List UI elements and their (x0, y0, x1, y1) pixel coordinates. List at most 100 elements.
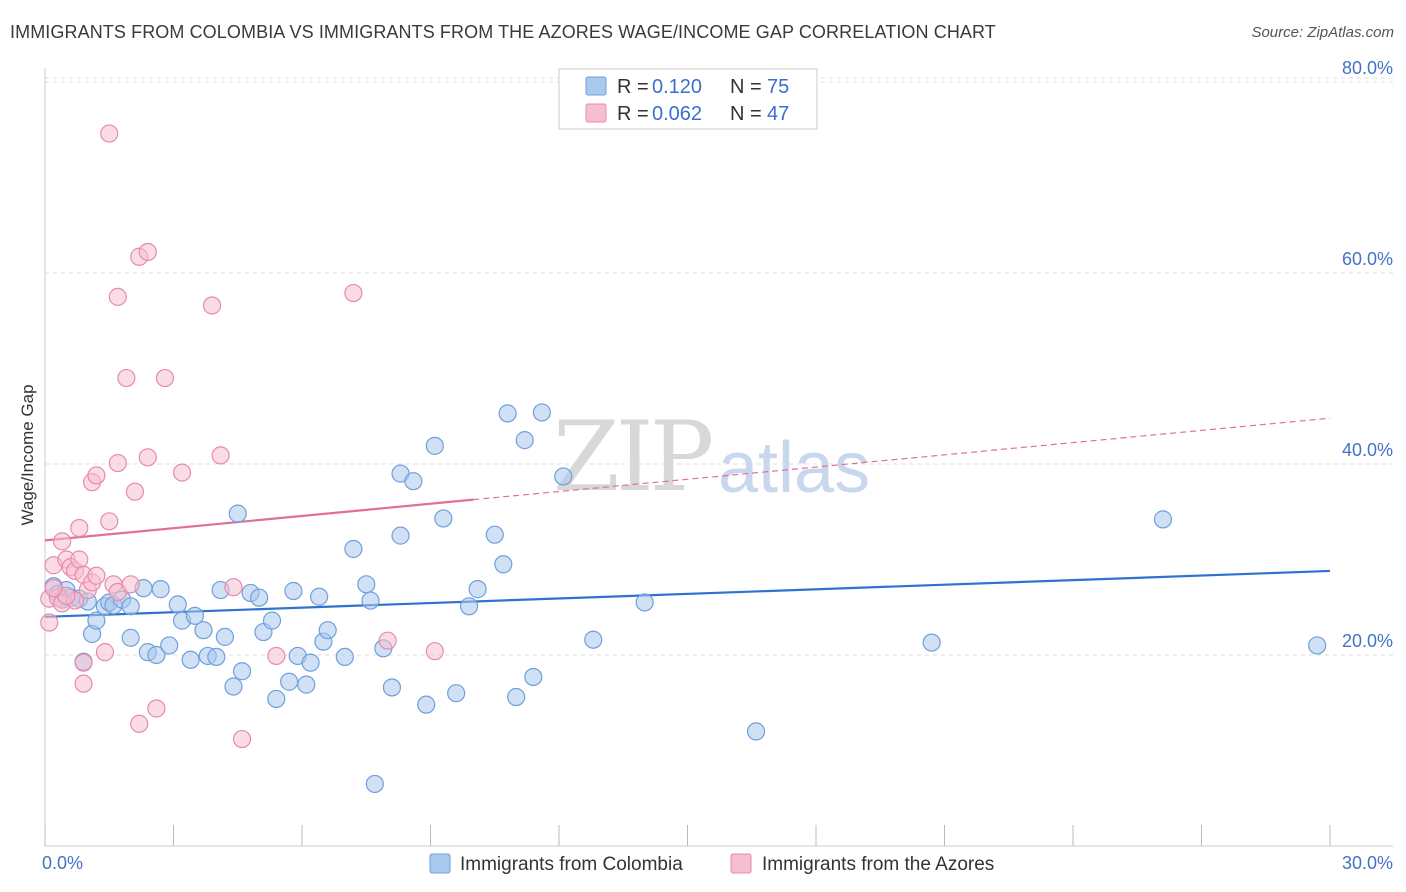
point-blue-46 (335, 647, 354, 667)
point-blue-54 (404, 472, 423, 491)
point-pink-20 (95, 643, 115, 662)
point-pink-11 (70, 518, 89, 538)
point-blue-51 (382, 678, 402, 697)
bottom-legend-label-azores: Immigrants from the Azores (762, 854, 994, 875)
point-pink-43 (378, 631, 397, 650)
legend-n-value-1: 75 (767, 76, 789, 98)
point-blue-42 (301, 653, 320, 672)
point-pink-29 (125, 482, 145, 501)
point-blue-9 (87, 611, 106, 630)
point-pink-40 (232, 729, 252, 749)
y-tick-label-80: 80.0% (1342, 58, 1393, 78)
point-pink-36 (172, 463, 192, 482)
point-blue-49 (361, 591, 380, 610)
legend-r-label-2: R = (617, 103, 649, 125)
point-pink-25 (108, 453, 127, 473)
chart-title: IMMIGRANTS FROM COLOMBIA VS IMMIGRANTS F… (10, 22, 996, 42)
point-pink-31 (130, 714, 149, 733)
trend-line-blue (44, 569, 1331, 618)
point-pink-39 (224, 578, 243, 597)
point-pink-44 (425, 642, 444, 661)
point-blue-59 (459, 597, 479, 616)
point-blue-20 (160, 636, 179, 655)
point-blue-71 (746, 722, 766, 741)
point-blue-41 (297, 675, 316, 694)
point-blue-48 (357, 575, 376, 594)
point-blue-36 (262, 611, 282, 630)
point-blue-37 (267, 689, 286, 709)
point-pink-21 (100, 512, 119, 531)
point-pink-18 (87, 466, 106, 485)
bottom-legend-swatch-azores (730, 853, 752, 874)
watermark-zip: ZIP (553, 401, 712, 513)
axis-layer: 20.0% 40.0% 60.0% 80.0% (44, 58, 1393, 847)
legend-r-label-1: R = (617, 76, 649, 98)
points-layer (40, 124, 1327, 794)
point-blue-29 (215, 627, 234, 646)
y-axis-label: Wage/Income Gap (18, 384, 37, 525)
point-blue-63 (498, 404, 517, 423)
legend-swatch-blue (585, 76, 607, 96)
point-pink-37 (202, 296, 222, 315)
point-blue-34 (250, 588, 269, 607)
point-pink-38 (211, 446, 230, 465)
point-pink-0 (40, 613, 59, 632)
point-blue-65 (515, 431, 534, 450)
point-blue-52 (391, 526, 410, 545)
trend-line-pink-solid (44, 498, 474, 542)
legend-swatch-pink (585, 103, 607, 123)
point-pink-42 (344, 283, 363, 303)
point-blue-56 (425, 436, 444, 455)
point-blue-68 (554, 467, 573, 486)
point-blue-74 (1308, 636, 1327, 655)
point-blue-24 (185, 606, 205, 625)
point-blue-14 (121, 597, 140, 616)
point-pink-26 (108, 287, 127, 306)
point-blue-23 (181, 650, 200, 669)
point-pink-19 (87, 566, 106, 585)
point-blue-32 (232, 662, 252, 681)
point-blue-72 (922, 633, 941, 652)
bottom-legend-swatch-colombia (429, 853, 451, 874)
point-blue-57 (434, 509, 453, 528)
trend-layer (44, 417, 1331, 618)
point-blue-47 (344, 539, 363, 559)
point-blue-58 (447, 684, 466, 703)
point-pink-46 (44, 579, 63, 598)
bottom-legend: Immigrants from Colombia Immigrants from… (429, 853, 994, 875)
y-tick-label-40: 40.0% (1342, 440, 1393, 460)
point-blue-38 (280, 672, 299, 691)
point-blue-27 (207, 647, 226, 667)
point-pink-34 (147, 699, 166, 718)
chart-source: Source: ZipAtlas.com (1251, 24, 1394, 41)
point-pink-33 (138, 448, 157, 467)
point-pink-41 (267, 646, 286, 666)
watermark-atlas: atlas (718, 428, 870, 508)
point-blue-18 (147, 645, 166, 665)
point-pink-5 (53, 532, 72, 551)
point-blue-67 (532, 403, 551, 422)
legend-n-label-2: N = (730, 103, 762, 125)
point-blue-73 (1153, 510, 1173, 529)
legend-box: R = 0.120 N = 75 R = 0.062 N = 47 (558, 68, 818, 130)
legend-n-value-2: 47 (767, 103, 789, 125)
y-tick-label-20: 20.0% (1342, 631, 1393, 651)
legend-r-value-1: 0.120 (652, 76, 702, 98)
point-blue-75 (365, 774, 384, 794)
point-blue-45 (318, 621, 337, 640)
legend-n-label-1: N = (730, 76, 762, 98)
point-pink-10 (70, 550, 89, 569)
point-blue-61 (485, 525, 504, 544)
legend-r-value-2: 0.062 (652, 103, 702, 125)
point-pink-22 (100, 124, 119, 143)
y-tick-label-60: 60.0% (1342, 249, 1393, 269)
point-pink-35 (155, 368, 175, 388)
point-blue-31 (228, 504, 247, 523)
x-tick-label-min: 0.0% (42, 853, 83, 873)
grid-layer (45, 77, 1393, 656)
point-pink-32 (138, 242, 157, 262)
trend-line-pink-dashed (473, 417, 1331, 501)
point-blue-66 (524, 667, 543, 687)
point-blue-64 (507, 687, 526, 707)
